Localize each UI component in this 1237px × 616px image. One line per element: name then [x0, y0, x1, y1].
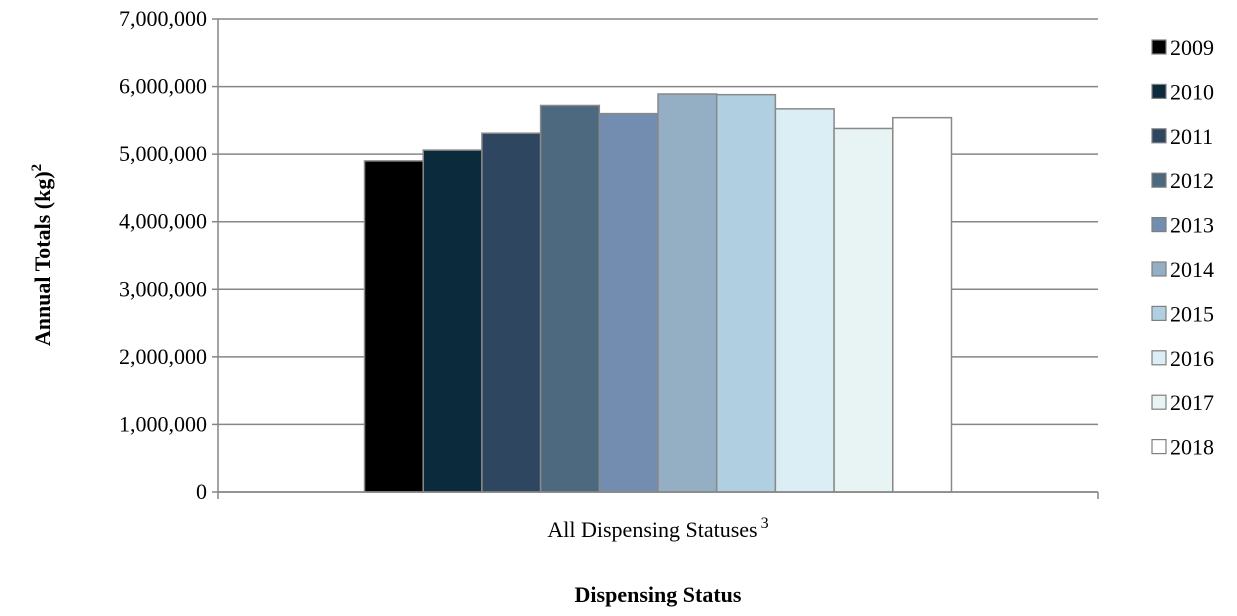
- bar-2017: [833, 127, 894, 493]
- legend-label: 2015: [1170, 301, 1214, 326]
- legend-swatch: [1151, 439, 1167, 455]
- legend-swatch: [1151, 83, 1167, 100]
- legend-item-2016: 2016: [1151, 346, 1214, 371]
- bar-2009: [363, 160, 424, 493]
- y-tick-label: 0: [196, 479, 207, 504]
- legend-label: 2018: [1170, 435, 1214, 460]
- x-category-label: All Dispensing Statuses 3: [547, 515, 768, 542]
- y-tick-label: 2,000,000: [119, 344, 207, 369]
- y-axis-title: Annual Totals (kg)2: [29, 164, 55, 346]
- legend-label: 2011: [1170, 124, 1213, 149]
- legend: 2009 2010 2011 2012 2013 2014 2015 2016 2017 2018: [1151, 35, 1214, 460]
- bar-2014: [657, 93, 718, 493]
- y-tick-label: 6,000,000: [119, 74, 207, 99]
- legend-label: 2013: [1170, 213, 1214, 238]
- y-tick-label: 1,000,000: [119, 411, 207, 436]
- axes: [217, 19, 1099, 499]
- legend-item-2017: 2017: [1151, 390, 1214, 415]
- legend-label: 2012: [1170, 168, 1214, 193]
- y-tick-label: 3,000,000: [119, 276, 207, 301]
- bar-2018: [892, 116, 953, 493]
- y-tick-label: 7,000,000: [119, 6, 207, 31]
- legend-item-2013: 2013: [1151, 213, 1214, 238]
- legend-swatch: [1151, 394, 1167, 410]
- y-axis-title-superscript: 2: [29, 164, 45, 172]
- legend-item-2015: 2015: [1151, 301, 1214, 326]
- legend-item-2012: 2012: [1151, 168, 1214, 193]
- x-axis-title: Dispensing Status: [575, 582, 742, 607]
- legend-item-2011: 2011: [1151, 124, 1213, 149]
- x-category-labels: All Dispensing Statuses 3: [547, 515, 768, 542]
- bar-2015: [715, 93, 777, 493]
- legend-label: 2017: [1170, 390, 1214, 415]
- legend-item-2018: 2018: [1151, 435, 1214, 460]
- bar-2016: [774, 108, 835, 493]
- legend-label: 2014: [1170, 257, 1214, 282]
- bar-2010: [422, 149, 483, 493]
- y-tick-label: 5,000,000: [119, 141, 207, 166]
- legend-swatch: [1151, 350, 1167, 366]
- bar-series-group: [363, 93, 953, 493]
- legend-item-2010: 2010: [1151, 79, 1214, 104]
- legend-swatch: [1151, 39, 1167, 55]
- legend-swatch: [1151, 305, 1167, 321]
- legend-swatch: [1151, 172, 1167, 188]
- y-tick-labels: 0 1,000,000 2,000,000 3,000,000 4,000,000 5,0…: [119, 6, 207, 504]
- legend-label: 2016: [1170, 346, 1214, 371]
- legend-swatch: [1151, 128, 1167, 144]
- legend-label: 2010: [1170, 79, 1214, 104]
- bar-2013: [598, 112, 659, 493]
- legend-item-2014: 2014: [1151, 257, 1214, 282]
- bar-2011: [481, 132, 542, 493]
- legend-label: 2009: [1170, 35, 1214, 60]
- legend-swatch: [1151, 217, 1167, 233]
- legend-item-2009: 2009: [1151, 35, 1214, 60]
- bar-2012: [539, 104, 601, 493]
- legend-swatch: [1151, 261, 1167, 277]
- y-tick-label: 4,000,000: [119, 209, 207, 234]
